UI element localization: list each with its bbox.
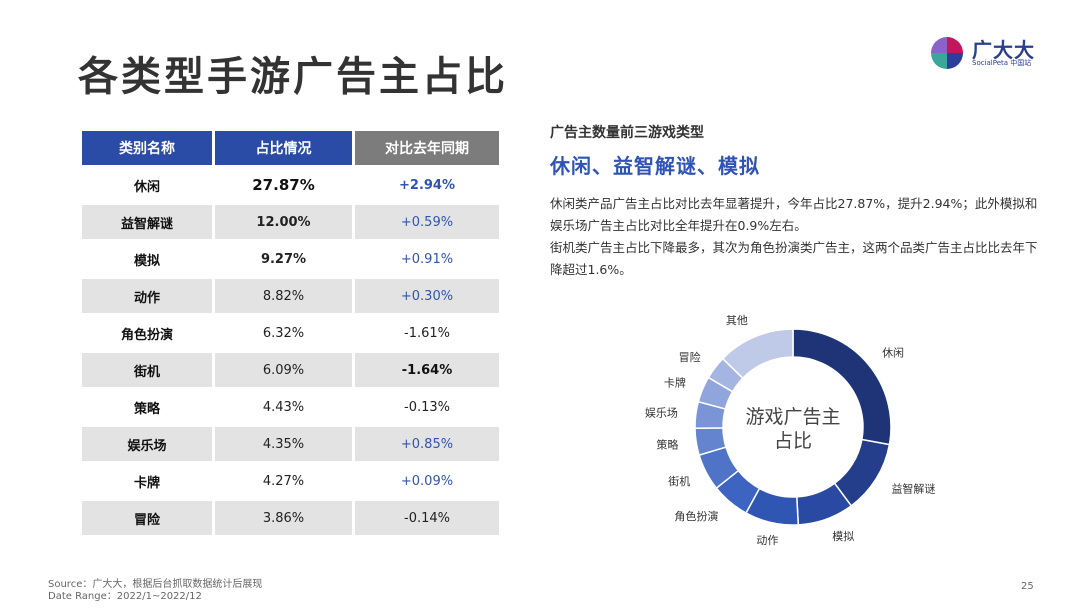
cell-share: 3.86% xyxy=(215,501,352,535)
cell-change: +0.30% xyxy=(355,279,499,313)
donut-slice-label: 动作 xyxy=(756,534,778,547)
cell-change: +0.91% xyxy=(355,242,499,276)
date-range-line: Date Range：2022/1~2022/12 xyxy=(48,591,202,602)
donut-slice-label: 模拟 xyxy=(832,529,854,543)
cell-category: 模拟 xyxy=(82,242,212,276)
cell-share: 27.87% xyxy=(215,168,352,202)
cell-share: 4.35% xyxy=(215,427,352,461)
logo-mark-icon xyxy=(931,37,963,69)
source-note: Source：广大大，根据后台抓取数据统计后展现 Date Range：2022… xyxy=(48,579,262,603)
cell-change: +0.59% xyxy=(355,205,499,239)
cell-share: 6.09% xyxy=(215,353,352,387)
cell-change: -1.64% xyxy=(355,353,499,387)
cell-share: 6.32% xyxy=(215,316,352,350)
cell-category: 卡牌 xyxy=(82,464,212,498)
table-row: 休闲 27.87% +2.94% xyxy=(82,168,499,202)
header-category: 类别名称 xyxy=(82,131,212,165)
insight-paragraph: 休闲类产品广告主占比对比去年显著提升，今年占比27.87%，提升2.94%；此外… xyxy=(550,196,1038,233)
table-row: 动作 8.82% +0.30% xyxy=(82,279,499,313)
cell-category: 动作 xyxy=(82,279,212,313)
genre-share-table: 类别名称 占比情况 对比去年同期 休闲 27.87% +2.94% 益智解谜 1… xyxy=(79,128,502,538)
insight-kicker: 广告主数量前三游戏类型 xyxy=(550,125,704,141)
donut-slice-label: 街机 xyxy=(668,474,690,488)
donut-slice-label: 休闲 xyxy=(882,346,904,360)
donut-slice-label: 冒险 xyxy=(679,350,701,364)
donut-slice-label: 娱乐场 xyxy=(645,406,678,420)
page-number: 25 xyxy=(1021,581,1034,592)
cell-change: +0.09% xyxy=(355,464,499,498)
table-row: 街机 6.09% -1.64% xyxy=(82,353,499,387)
cell-category: 娱乐场 xyxy=(82,427,212,461)
source-line: Source：广大大，根据后台抓取数据统计后展现 xyxy=(48,579,263,590)
cell-share: 12.00% xyxy=(215,205,352,239)
page-title: 各类型手游广告主占比 xyxy=(78,54,508,100)
brand-logo: 广大大 SocialPeta 中国站 xyxy=(930,34,1050,74)
cell-share: 9.27% xyxy=(215,242,352,276)
insight-paragraph: 街机类广告主占比下降最多，其次为角色扮演类广告主，这两个品类广告主占比比去年下降… xyxy=(550,240,1038,277)
donut-slices xyxy=(694,328,892,526)
donut-slice-label: 策略 xyxy=(656,438,678,452)
cell-share: 8.82% xyxy=(215,279,352,313)
table-row: 益智解谜 12.00% +0.59% xyxy=(82,205,499,239)
logo-sub-text: SocialPeta 中国站 xyxy=(972,59,1032,67)
cell-change: +0.85% xyxy=(355,427,499,461)
logo-brand-text: 广大大 xyxy=(972,38,1035,62)
donut-slice-label: 其他 xyxy=(726,314,748,327)
cell-change: -0.13% xyxy=(355,390,499,424)
table-row: 冒险 3.86% -0.14% xyxy=(82,501,499,535)
table-row: 角色扮演 6.32% -1.61% xyxy=(82,316,499,350)
donut-center-label-line-2: 占比 xyxy=(774,430,812,452)
cell-category: 冒险 xyxy=(82,501,212,535)
donut-slice-label: 卡牌 xyxy=(664,375,686,389)
table-header-row: 类别名称 占比情况 对比去年同期 xyxy=(82,131,499,165)
insight-headline: 休闲、益智解谜、模拟 xyxy=(550,154,760,178)
donut-slice-label: 角色扮演 xyxy=(674,509,718,523)
cell-share: 4.43% xyxy=(215,390,352,424)
table-row: 模拟 9.27% +0.91% xyxy=(82,242,499,276)
table-row: 策略 4.43% -0.13% xyxy=(82,390,499,424)
cell-change: -0.14% xyxy=(355,501,499,535)
insight-body: 休闲类产品广告主占比对比去年显著提升，今年占比27.87%，提升2.94%；此外… xyxy=(550,193,1040,281)
cell-category: 街机 xyxy=(82,353,212,387)
donut-slice-label: 益智解谜 xyxy=(891,481,935,495)
cell-share: 4.27% xyxy=(215,464,352,498)
cell-change: -1.61% xyxy=(355,316,499,350)
cell-category: 策略 xyxy=(82,390,212,424)
cell-category: 益智解谜 xyxy=(82,205,212,239)
header-share: 占比情况 xyxy=(215,131,352,165)
donut-center-label-line-1: 游戏广告主 xyxy=(745,406,840,428)
table-row: 娱乐场 4.35% +0.85% xyxy=(82,427,499,461)
cell-category: 角色扮演 xyxy=(82,316,212,350)
cell-change: +2.94% xyxy=(355,168,499,202)
header-change: 对比去年同期 xyxy=(355,131,499,165)
cell-category: 休闲 xyxy=(82,168,212,202)
table-row: 卡牌 4.27% +0.09% xyxy=(82,464,499,498)
donut-slice xyxy=(721,328,794,380)
